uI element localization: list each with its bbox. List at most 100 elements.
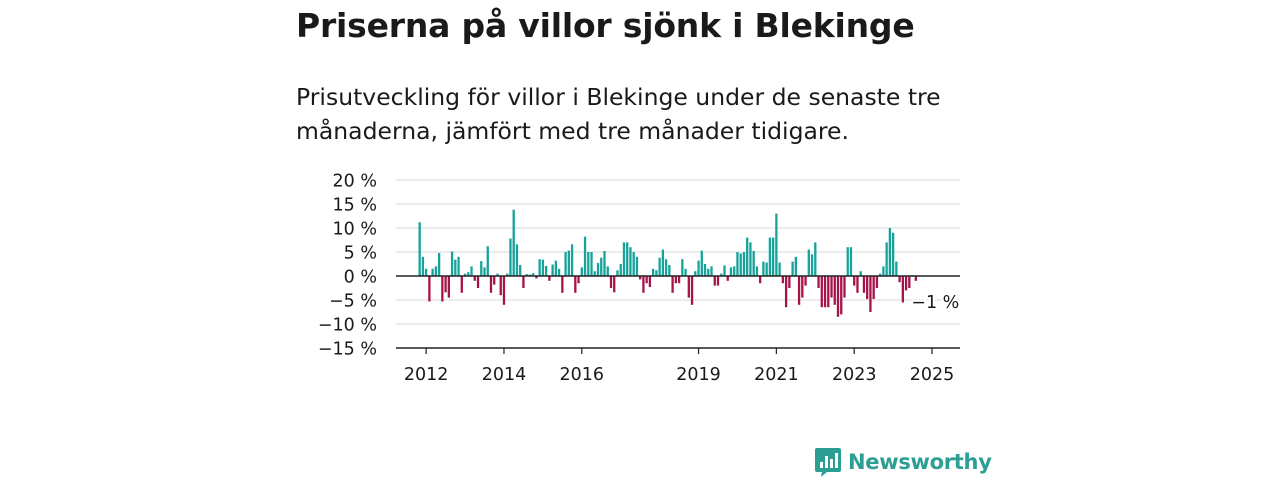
bar (541, 259, 545, 276)
bar (827, 276, 830, 308)
bar (784, 276, 788, 308)
bar (613, 276, 616, 293)
bar (664, 259, 668, 276)
x-tick-label: 2012 (404, 365, 449, 385)
bar (587, 252, 590, 276)
bars (418, 209, 917, 317)
bar (862, 276, 866, 293)
bar (506, 273, 509, 276)
bar (817, 276, 820, 288)
bar (710, 266, 713, 276)
bar (642, 276, 645, 293)
bar (616, 270, 619, 276)
bar (742, 252, 746, 276)
bar (814, 242, 817, 276)
bar (519, 264, 522, 276)
bar (447, 276, 450, 298)
y-tick-label: 10 % (333, 220, 377, 240)
bar (509, 238, 512, 276)
bar (859, 271, 862, 276)
bar (674, 276, 677, 284)
bar (746, 237, 749, 276)
bar (853, 276, 856, 286)
bar (733, 266, 736, 276)
x-tick-label: 2014 (482, 365, 527, 385)
bar (441, 276, 444, 302)
bar (759, 276, 762, 284)
bar (651, 268, 655, 276)
bar (840, 276, 843, 315)
bar (457, 256, 460, 276)
bar (632, 252, 635, 276)
bar (567, 250, 570, 276)
bar (480, 261, 483, 276)
bar (713, 276, 716, 286)
bar (771, 237, 775, 276)
bar (807, 249, 810, 276)
bar (473, 276, 476, 281)
bar (489, 276, 493, 293)
x-tick-label: 2023 (832, 365, 877, 385)
bar (486, 246, 489, 276)
grid-lines (396, 179, 960, 349)
bar (609, 276, 613, 288)
bar (720, 273, 723, 276)
bar (823, 276, 827, 308)
bar (739, 253, 742, 276)
bar (424, 268, 428, 276)
bar (483, 267, 486, 276)
bar (583, 236, 587, 276)
x-axis (396, 275, 960, 354)
y-tick-label: 0 % (344, 268, 377, 288)
bar (778, 262, 781, 276)
y-tick-label: 20 % (333, 172, 377, 192)
y-tick-label: −5 % (329, 292, 377, 312)
bar (736, 252, 739, 276)
bar (557, 268, 561, 276)
bar (879, 273, 882, 276)
price-change-bar-chart: 20 %15 %10 %5 %0 %−5 %−10 %−15 % 2012 201… (318, 172, 961, 386)
y-tick-label: −10 % (318, 316, 377, 336)
bar (687, 276, 690, 298)
bar (603, 251, 606, 276)
bar (496, 273, 499, 276)
x-tick-label: 2016 (560, 365, 605, 385)
bar (499, 276, 502, 296)
bar (791, 261, 794, 276)
bar (590, 252, 593, 276)
bar (421, 256, 425, 276)
x-axis-labels: 2012 2014 2016 2019 2021 2023 2025 (404, 365, 954, 385)
bar (684, 268, 687, 276)
bar (580, 267, 583, 276)
bar (515, 244, 519, 276)
bar (888, 228, 892, 276)
bar (914, 276, 917, 281)
bar (885, 242, 888, 276)
x-tick-label: 2019 (676, 365, 721, 385)
bar (596, 263, 600, 276)
bar (434, 266, 438, 276)
bar (830, 276, 833, 298)
bar (775, 213, 778, 276)
bar (849, 247, 853, 276)
bar (794, 256, 797, 276)
bar (418, 222, 421, 276)
bar (810, 254, 814, 276)
bar (658, 257, 661, 276)
bar (655, 270, 658, 276)
bar (502, 276, 506, 305)
bar (765, 262, 768, 276)
bar (629, 247, 632, 276)
bar (538, 259, 541, 276)
bar (577, 276, 580, 284)
y-tick-label: 15 % (333, 196, 377, 216)
bar (723, 265, 726, 276)
bar (781, 276, 785, 284)
bar (561, 276, 564, 293)
bar (570, 244, 574, 276)
bar (904, 276, 908, 291)
bar (716, 276, 720, 286)
bar (450, 251, 454, 276)
bar (726, 276, 729, 281)
bar (707, 268, 710, 276)
